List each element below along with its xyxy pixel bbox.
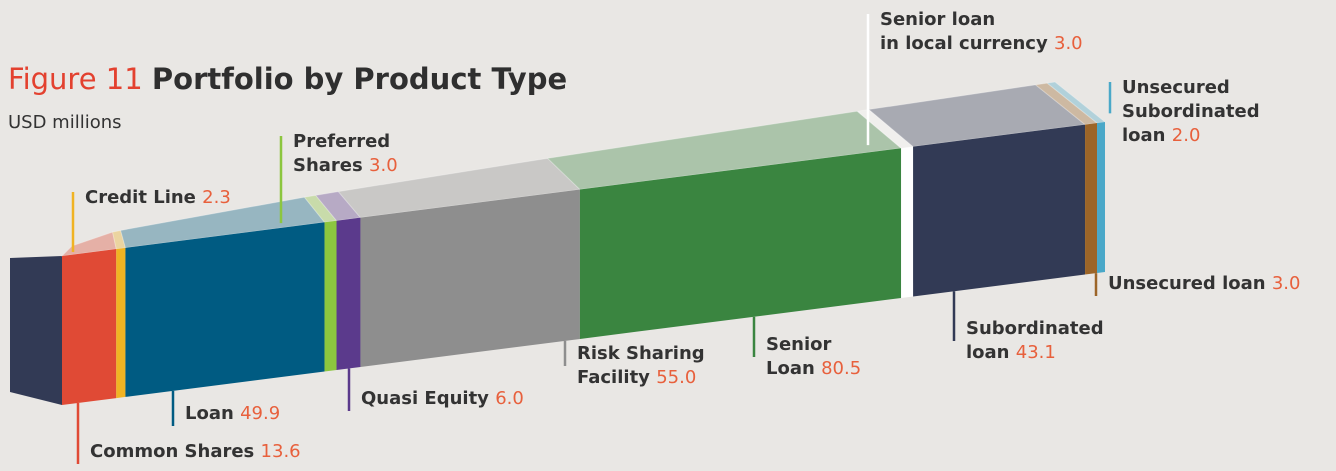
data-label: Senior loan in local currency 3.0 <box>880 8 1083 56</box>
bar-top <box>546 110 903 190</box>
bar-segment <box>62 249 117 405</box>
label-value: 49.9 <box>240 403 281 424</box>
data-label: Loan 49.9 <box>185 402 280 426</box>
bar-segment <box>116 247 126 399</box>
label-value: 2.3 <box>202 187 231 208</box>
bar-segment <box>913 124 1086 297</box>
label-value: 3.0 <box>1271 273 1301 294</box>
end-cap <box>10 256 62 405</box>
bar-segment <box>360 189 580 367</box>
chart-title-block: Figure 11 Portfolio by Product Type <box>8 62 567 96</box>
data-label: Preferred Shares 3.0 <box>293 130 398 178</box>
label-name: Risk Sharing Facility <box>577 343 705 388</box>
label-name: Subordinated loan <box>966 318 1104 363</box>
label-name: Preferred Shares <box>293 131 391 176</box>
bar-top <box>111 229 127 250</box>
label-name: Unsecured Subordinated loan <box>1122 77 1260 146</box>
label-name: Unsecured loan <box>1108 273 1266 294</box>
label-value: 3.0 <box>369 155 398 176</box>
title-prefix: Figure 11 <box>8 62 143 96</box>
label-value: 13.6 <box>260 441 301 462</box>
label-name: Common Shares <box>90 441 255 462</box>
label-name: Loan <box>185 403 234 424</box>
data-label: Unsecured Subordinated loan 2.0 <box>1122 76 1260 148</box>
label-value: 2.0 <box>1171 125 1201 146</box>
label-name: Quasi Equity <box>361 388 489 409</box>
bar-top <box>1034 82 1099 126</box>
chart-title: Portfolio by Product Type <box>151 62 568 96</box>
label-name: Senior Loan <box>766 334 832 379</box>
bar-top <box>303 194 338 223</box>
bar-segment <box>324 220 337 372</box>
data-label: Senior Loan 80.5 <box>766 333 861 381</box>
data-label: Credit Line 2.3 <box>85 186 231 210</box>
bar-segment <box>579 148 902 339</box>
chart-subtitle: USD millions <box>8 112 122 133</box>
label-name: Senior loan in local currency <box>880 9 1048 54</box>
data-label: Common Shares 13.6 <box>90 440 301 464</box>
bar-segment <box>1085 123 1098 275</box>
label-value: 6.0 <box>495 388 524 409</box>
label-name: Credit Line <box>85 187 196 208</box>
data-label: Unsecured loan 3.0 <box>1108 272 1301 296</box>
data-label: Risk Sharing Facility 55.0 <box>577 342 705 390</box>
label-value: 43.1 <box>1015 342 1056 363</box>
label-value: 80.5 <box>821 358 862 379</box>
bar-segment <box>901 146 914 298</box>
label-value: 55.0 <box>656 367 697 388</box>
bar-segment <box>125 222 325 397</box>
data-label: Subordinated loan 43.1 <box>966 317 1104 365</box>
bar-segment <box>336 217 361 370</box>
label-value: 3.0 <box>1054 33 1083 54</box>
bar-segment <box>1097 122 1105 274</box>
data-label: Quasi Equity 6.0 <box>361 387 524 411</box>
